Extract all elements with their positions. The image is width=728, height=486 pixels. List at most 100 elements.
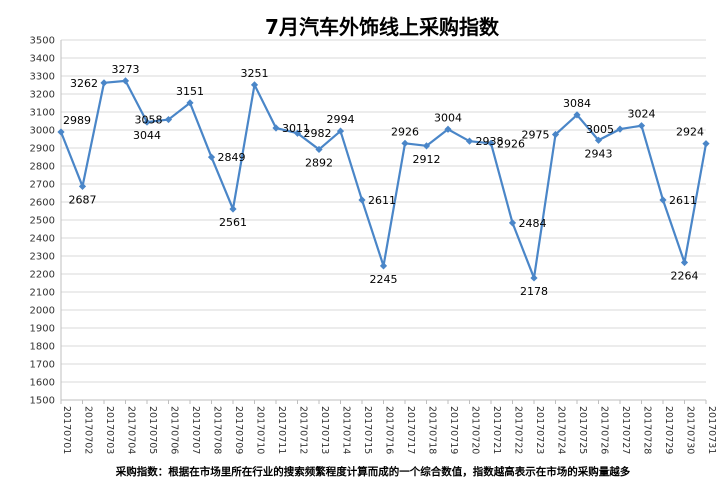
data-label: 2892 [305,156,333,169]
x-tick-label: 20170730 [685,406,696,454]
x-tick-label: 20170710 [255,406,266,454]
y-tick-label: 1500 [30,396,55,407]
data-label: 2611 [669,194,697,207]
data-label: 3005 [586,123,614,136]
x-tick-label: 20170727 [620,406,631,454]
data-point [100,79,108,87]
data-label: 2926 [497,137,525,150]
data-point [143,118,151,126]
data-label: 3251 [241,67,269,80]
data-label: 2994 [327,113,355,126]
chart-footnote: 采购指数：根据在市场里所在行业的搜索频繁程度计算而成的一个综合数值，指数越高表示… [115,465,631,478]
y-tick-label: 1600 [30,378,55,389]
data-label: 3004 [434,111,462,124]
y-tick-label: 2200 [30,270,55,281]
data-label: 2989 [63,114,91,127]
x-tick-label: 20170714 [341,406,352,454]
x-tick-label: 20170720 [470,406,481,454]
y-tick-label: 2700 [30,180,55,191]
data-point [702,140,710,148]
data-point [164,115,173,124]
data-point [272,124,280,132]
x-tick-label: 20170706 [169,406,180,454]
data-point [465,137,474,145]
data-labels: 2989 2687 3262 3273 3044 3058 3151 2849 2561 3251… [63,63,704,298]
data-point [186,99,194,107]
x-tick-label: 20170704 [126,406,137,454]
y-tick-label: 2900 [30,144,55,155]
data-point [551,130,560,139]
x-tick-label: 20170717 [405,406,416,454]
data-point [573,111,581,119]
y-tick-label: 2500 [30,216,55,227]
x-tick-label: 20170702 [83,406,94,454]
chart-title: 7月汽车外饰线上采购指数 [265,15,500,39]
data-point [207,153,216,161]
y-tick-label: 1700 [30,360,55,371]
y-tick-label: 3300 [30,72,55,83]
data-point [422,142,431,150]
data-label: 2938 [476,135,504,148]
x-tick-label: 20170713 [319,406,330,454]
data-point [250,81,259,89]
x-tick-label: 20170716 [384,406,395,454]
y-tick-label: 2600 [30,198,55,209]
data-point [57,128,65,136]
x-tick-label: 20170729 [663,406,674,454]
y-tick-label: 3200 [30,90,55,101]
y-tick-label: 2100 [30,288,55,299]
x-tick-label: 20170705 [147,406,158,454]
data-point [229,205,237,213]
data-label: 2687 [69,193,97,206]
data-label: 3262 [70,77,98,90]
x-tick-label: 20170707 [190,406,201,454]
data-point [680,258,689,267]
data-label: 2975 [522,129,550,142]
y-tick-label: 3500 [30,36,55,47]
x-tick-label: 20170711 [276,406,287,454]
data-label: 3044 [133,129,161,142]
y-tick-label: 3400 [30,54,55,65]
data-label: 2178 [520,285,548,298]
data-point [315,145,323,154]
data-point [336,127,345,135]
data-point [508,219,517,227]
data-label: 3084 [563,97,591,110]
y-tick-label: 1900 [30,324,55,335]
data-point [616,125,624,133]
x-tick-label: 20170724 [556,406,567,454]
data-label: 2926 [391,125,419,138]
data-point [379,262,388,270]
data-point [637,122,646,130]
data-label: 2924 [676,126,704,139]
data-label: 2561 [219,216,247,229]
x-tick-label: 20170703 [104,406,115,454]
data-point [358,196,366,204]
x-tick-label: 20170709 [233,406,244,454]
data-point [594,136,603,144]
x-tick-label: 20170723 [534,406,545,454]
data-point [659,196,667,204]
y-tick-label: 3000 [30,126,55,137]
data-label: 3273 [112,63,140,76]
data-point [444,125,452,133]
data-label: 3058 [135,114,163,127]
data-point [530,274,538,282]
y-tick-label: 2400 [30,234,55,245]
data-label: 2943 [585,147,613,160]
y-tick-label: 2300 [30,252,55,263]
data-label: 2245 [370,273,398,286]
x-tick-label: 20170728 [642,406,653,454]
data-label: 2849 [218,151,246,164]
x-tick-label: 20170715 [362,406,373,454]
data-label: 2611 [368,194,396,207]
x-axis: 20170701 20170702 20170703 20170704 20170705… [60,399,717,454]
y-tick-label: 2000 [30,306,55,317]
data-label: 2982 [304,127,332,140]
data-point [401,139,409,147]
y-tick-label: 2800 [30,162,55,173]
y-tick-label: 3100 [30,108,55,119]
data-label: 3024 [628,108,656,121]
x-tick-label: 20170708 [212,406,223,454]
